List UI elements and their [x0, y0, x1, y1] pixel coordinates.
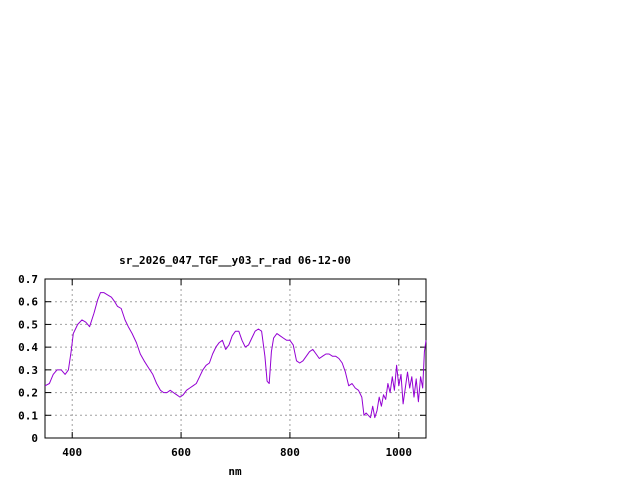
y-tick-label: 0.4	[18, 341, 38, 354]
y-tick-label: 0.5	[18, 318, 38, 331]
series-line	[44, 292, 427, 419]
x-tick-label: 400	[62, 446, 82, 459]
y-tick-label: 0	[31, 432, 38, 445]
x-tick-labels: 400 600 800 1000	[62, 446, 412, 459]
axis-ticks	[45, 278, 426, 439]
x-axis-label: nm	[228, 465, 242, 478]
y-tick-label: 0.6	[18, 296, 38, 309]
grid-lines	[45, 279, 426, 438]
series-group	[44, 292, 427, 419]
y-tick-label: 0.3	[18, 364, 38, 377]
chart-title: sr_2026_047_TGF__y03_r_rad 06-12-00	[119, 254, 351, 267]
x-tick-label: 600	[171, 446, 191, 459]
y-tick-label: 0.1	[18, 409, 38, 422]
y-tick-label: 0.7	[18, 273, 38, 286]
x-tick-label: 800	[280, 446, 300, 459]
plot-frame	[44, 278, 427, 439]
y-tick-labels: 0 0.1 0.2 0.3 0.4 0.5 0.6 0.7	[18, 273, 38, 445]
y-tick-label: 0.2	[18, 387, 38, 400]
x-tick-label: 1000	[386, 446, 413, 459]
